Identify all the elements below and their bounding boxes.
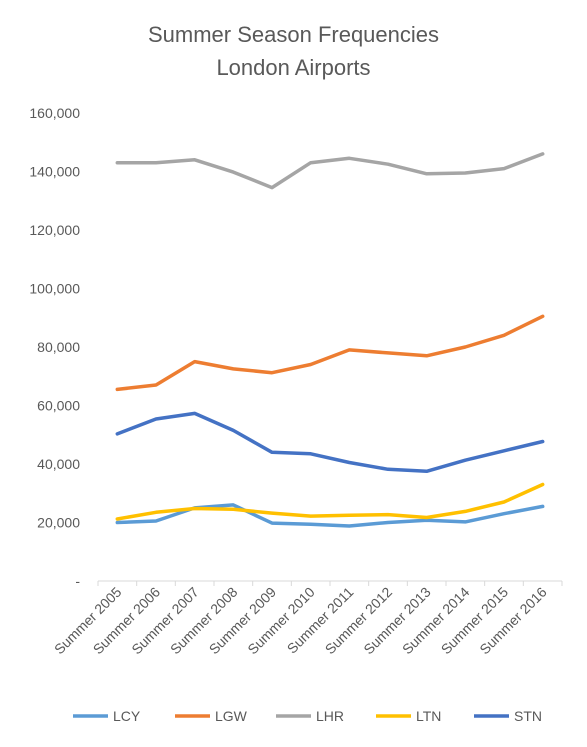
x-tick-label: Summer 2015	[438, 584, 512, 658]
x-tick-label: Summer 2007	[128, 584, 202, 658]
x-tick-label: Summer 2016	[476, 584, 550, 658]
legend-label-ltn: LTN	[416, 708, 441, 724]
y-tick-label: 20,000	[37, 515, 80, 531]
y-axis-ticks: - 20,000 40,000 60,000 80,000 100,000 120,000 1…	[29, 105, 80, 589]
series-line-lhr	[115, 152, 545, 190]
series-lines	[115, 152, 545, 528]
legend-label-lhr: LHR	[316, 708, 344, 724]
chart-title-line-1: Summer Season Frequencies	[147, 22, 440, 47]
legend: LCY LGW LHR LTN STN	[73, 708, 542, 724]
y-tick-label: 140,000	[29, 164, 80, 180]
legend-label-lgw: LGW	[215, 708, 248, 724]
y-tick-label: 60,000	[37, 398, 80, 414]
series-line-ltn	[115, 482, 545, 521]
x-tick-label: Summer 2012	[322, 584, 396, 658]
y-tick-label: 100,000	[29, 281, 80, 297]
y-tick-label: 160,000	[29, 105, 80, 121]
x-tick-label: Summer 2006	[90, 584, 164, 658]
y-tick-label: 40,000	[37, 456, 80, 472]
x-tick-label: Summer 2013	[360, 584, 434, 658]
chart-title: Summer Season Frequencies London Airport…	[0, 18, 587, 84]
series-line-stn	[115, 411, 545, 474]
x-tick-label: Summer 2005	[51, 584, 125, 658]
legend-label-lcy: LCY	[113, 708, 141, 724]
x-tick-label: Summer 2010	[244, 584, 318, 658]
y-tick-label: 120,000	[29, 222, 80, 238]
y-tick-label: 80,000	[37, 339, 80, 355]
x-tick-label: Summer 2008	[167, 584, 241, 658]
chart-title-line-2: London Airports	[216, 55, 371, 80]
x-tick-label: Summer 2009	[206, 584, 280, 658]
series-line-lgw	[115, 314, 545, 392]
x-tick-label: Summer 2014	[399, 584, 473, 658]
y-tick-label: -	[75, 573, 80, 589]
legend-label-stn: STN	[514, 708, 542, 724]
